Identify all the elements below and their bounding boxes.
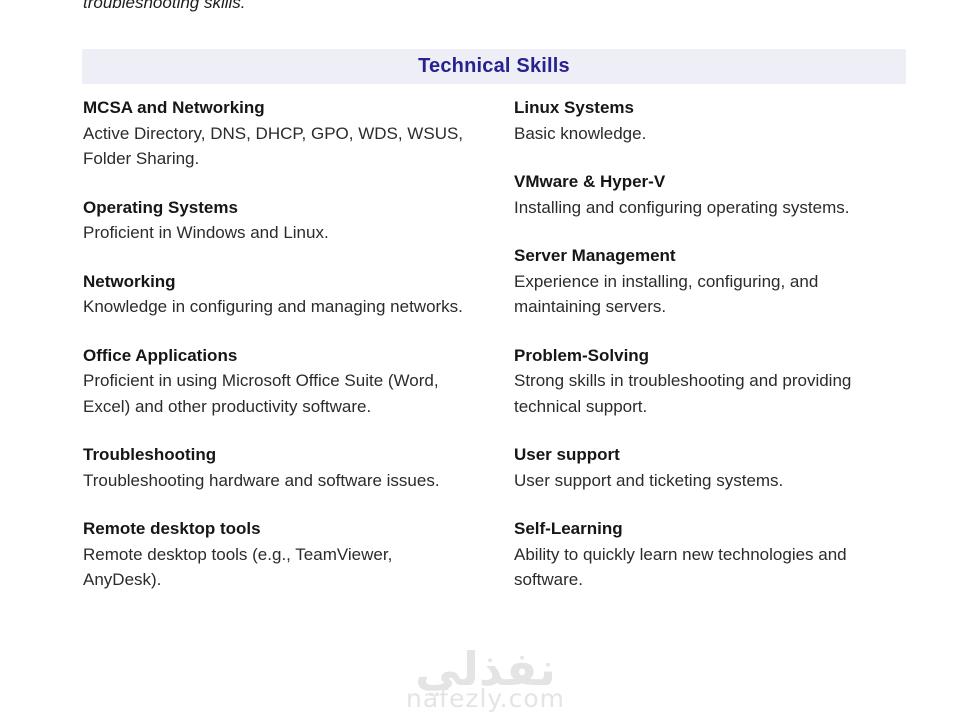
skill-item: Office Applications Proficient in using M… (83, 343, 465, 420)
skills-column-left: MCSA and Networking Active Directory, DNS… (83, 95, 514, 616)
skill-title: Server Management (514, 246, 676, 265)
skill-description: Knowledge in configuring and managing ne… (83, 297, 463, 316)
skill-item: Operating Systems Proficient in Windows a… (83, 195, 465, 246)
skill-description: Ability to quickly learn new technologie… (514, 544, 847, 590)
watermark: نفذلي nafezly.com (0, 645, 971, 711)
skill-description: Strong skills in troubleshooting and pro… (514, 371, 852, 416)
skill-title: Problem-Solving (514, 345, 650, 365)
skill-title: User support (514, 445, 620, 464)
section-title: Technical Skills (418, 55, 570, 77)
skill-description: Proficient in using Microsoft Office Sui… (83, 371, 439, 416)
skill-item: Networking Knowledge in configuring and m… (83, 269, 465, 320)
skill-title: Self-Learning (514, 519, 623, 538)
skill-title: Networking (83, 271, 176, 291)
technical-skills-section-header: Technical Skills (82, 49, 906, 84)
skill-item: Troubleshooting Troubleshooting hardware … (83, 442, 465, 493)
skill-description: Proficient in Windows and Linux. (83, 223, 329, 242)
skill-description: Remote desktop tools (e.g., TeamViewer, … (83, 544, 393, 590)
skill-description: Installing and configuring operating sys… (514, 197, 850, 217)
skill-description: Experience in installing, configuring, a… (514, 271, 819, 317)
skill-title: Linux Systems (514, 98, 634, 117)
skill-title: Remote desktop tools (83, 519, 261, 538)
skill-item: Problem-Solving Strong skills in troubles… (514, 343, 892, 420)
skill-title: MCSA and Networking (83, 98, 265, 117)
skill-item: Remote desktop tools Remote desktop tools… (83, 516, 465, 593)
skill-description: User support and ticketing systems. (514, 470, 784, 490)
skill-description: Troubleshooting hardware and software is… (83, 470, 440, 490)
skill-title: Troubleshooting (83, 445, 217, 464)
watermark-domain-text: nafezly.com (406, 684, 565, 713)
watermark-arabic-logo: نفذلي (415, 642, 556, 696)
skill-title: VMware & Hyper-V (514, 172, 666, 191)
skill-title: Operating Systems (83, 197, 238, 217)
skill-description: Active Directory, DNS, DHCP, GPO, WDS, W… (83, 123, 464, 169)
skill-item: MCSA and Networking Active Directory, DNS… (83, 95, 465, 172)
skill-title: Office Applications (83, 345, 238, 365)
skills-columns: MCSA and Networking Active Directory, DNS… (83, 95, 906, 616)
skills-column-right: Linux Systems Basic knowledge. VMware & Hy… (514, 95, 906, 616)
skill-item: VMware & Hyper-V Installing and configuri… (514, 169, 892, 220)
previous-section-cutoff-text: troubleshooting skills. (83, 0, 246, 12)
skill-item: Server Management Experience in installin… (514, 243, 892, 320)
skill-item: User support User support and ticketing s… (514, 442, 892, 493)
skill-item: Self-Learning Ability to quickly learn ne… (514, 516, 892, 593)
skill-item: Linux Systems Basic knowledge. (514, 95, 892, 146)
skill-description: Basic knowledge. (514, 123, 647, 143)
